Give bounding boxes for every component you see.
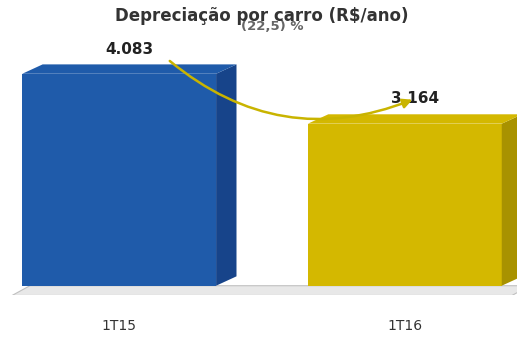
Polygon shape <box>502 114 522 286</box>
Polygon shape <box>308 124 502 286</box>
Text: 3.164: 3.164 <box>391 91 439 106</box>
Text: 1T15: 1T15 <box>102 319 137 333</box>
Polygon shape <box>12 286 524 295</box>
Polygon shape <box>22 64 236 74</box>
Polygon shape <box>22 74 216 286</box>
Text: 1T16: 1T16 <box>387 319 422 333</box>
Title: Depreciação por carro (R$/ano): Depreciação por carro (R$/ano) <box>115 7 409 25</box>
Polygon shape <box>308 114 522 124</box>
Text: 4.083: 4.083 <box>105 41 154 56</box>
Polygon shape <box>216 64 236 286</box>
Text: (22,5) %: (22,5) % <box>241 20 303 33</box>
